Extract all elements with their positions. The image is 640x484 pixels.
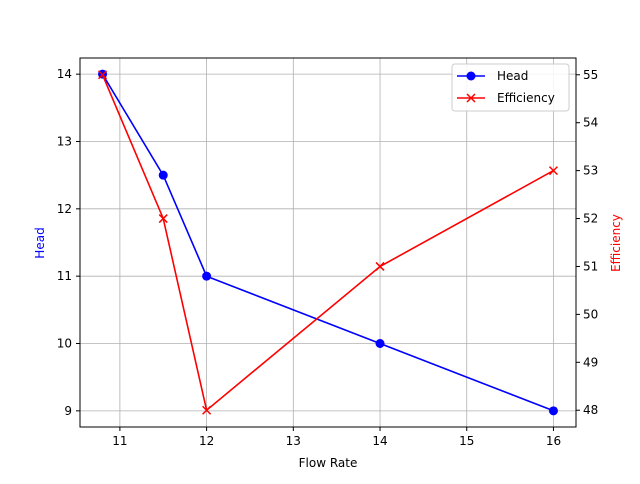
x-marker-icon [375,261,385,271]
y-right-tick-label: 50 [583,307,598,321]
legend: Head Efficiency [451,63,570,112]
circle-marker-icon [202,271,212,281]
y-tick-label: 14 [57,67,72,81]
y-tick-label: 12 [57,202,72,216]
x-marker-icon [466,93,476,103]
y-right-tick-label: 51 [583,259,598,273]
x-tick-label: 16 [546,434,561,448]
y-axis-right-ticks: 48 49 50 51 52 53 54 55 [576,68,598,417]
x-marker-icon [548,166,558,176]
y-tick-label: 9 [64,404,72,418]
series-head [98,69,558,416]
y-right-tick-label: 55 [583,68,598,82]
x-marker-icon [202,405,212,415]
y-axis-left-label: Head [33,227,47,258]
y-axis-left-ticks: 9 10 11 12 13 14 [57,67,80,418]
legend-item-efficiency: Efficiency [457,91,555,105]
legend-label: Efficiency [497,91,555,105]
y-tick-label: 10 [57,337,72,351]
x-axis-ticks: 11 12 13 14 15 16 [112,427,561,448]
x-tick-label: 13 [286,434,301,448]
y-right-tick-label: 54 [583,116,598,130]
circle-marker-icon [375,339,385,349]
x-tick-label: 11 [112,434,127,448]
x-tick-label: 12 [199,434,214,448]
circle-marker-icon [158,170,168,180]
series-efficiency [98,70,558,415]
x-tick-label: 14 [372,434,387,448]
x-tick-label: 15 [459,434,474,448]
y-right-tick-label: 52 [583,212,598,226]
grid-lines [80,58,576,427]
legend-item-head: Head [457,69,528,83]
x-marker-icon [98,70,108,80]
y-right-tick-label: 49 [583,355,598,369]
x-axis-label: Flow Rate [299,456,358,470]
circle-marker-icon [548,406,558,416]
x-marker-icon [158,214,168,224]
y-right-tick-label: 48 [583,403,598,417]
circle-marker-icon [466,71,476,81]
y-tick-label: 11 [57,269,72,283]
y-right-tick-label: 53 [583,164,598,178]
y-axis-right-label: Efficiency [609,214,623,272]
series-line [101,73,554,412]
plot-frame [79,57,577,428]
data-series [98,69,558,416]
y-tick-label: 13 [57,134,72,148]
series-line [101,74,554,412]
legend-label: Head [497,69,528,83]
